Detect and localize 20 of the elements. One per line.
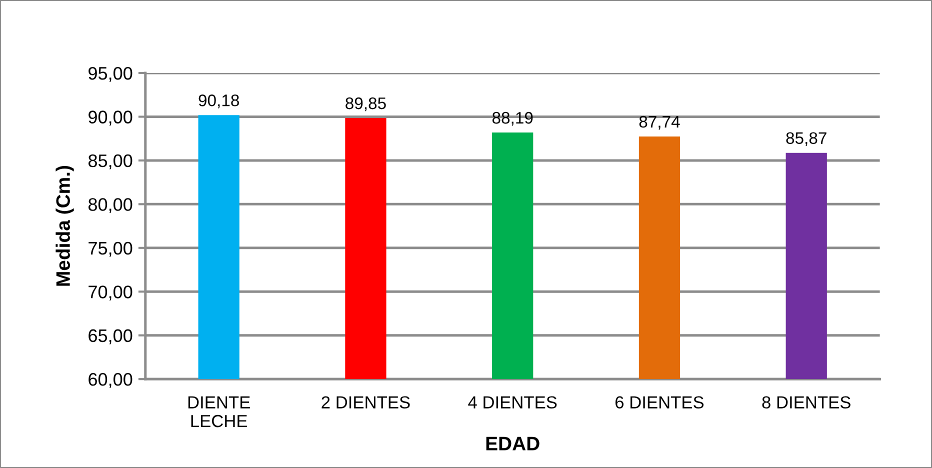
y-tick-label: 85,00 bbox=[88, 154, 132, 170]
y-tick-label: 70,00 bbox=[88, 286, 132, 300]
x-tick-label: DIENTE LECHE bbox=[188, 396, 250, 428]
data-label: 87,74 bbox=[639, 116, 680, 130]
y-tick-label: 60,00 bbox=[88, 373, 132, 388]
data-label: 90,18 bbox=[198, 94, 239, 108]
y-tick-label: 75,00 bbox=[88, 242, 132, 257]
x-tick-label: 4 DIENTES bbox=[468, 396, 557, 408]
y-axis-title: Medida (Cm.) bbox=[56, 166, 74, 286]
data-label: 85,87 bbox=[786, 132, 826, 146]
x-tick-label: 6 DIENTES bbox=[616, 396, 704, 408]
x-tick-label: 8 DIENTES bbox=[762, 396, 850, 408]
x-tick-label: 2 DIENTES bbox=[322, 396, 410, 408]
y-tick-label: 90,00 bbox=[88, 110, 132, 126]
y-tick-label: 80,00 bbox=[88, 198, 132, 214]
data-label: 89,85 bbox=[346, 97, 386, 112]
data-label: 88,19 bbox=[492, 112, 533, 126]
y-tick-label: 65,00 bbox=[88, 329, 132, 344]
y-tick-label: 95,00 bbox=[88, 66, 132, 82]
x-axis-title: EDAD bbox=[486, 436, 540, 450]
